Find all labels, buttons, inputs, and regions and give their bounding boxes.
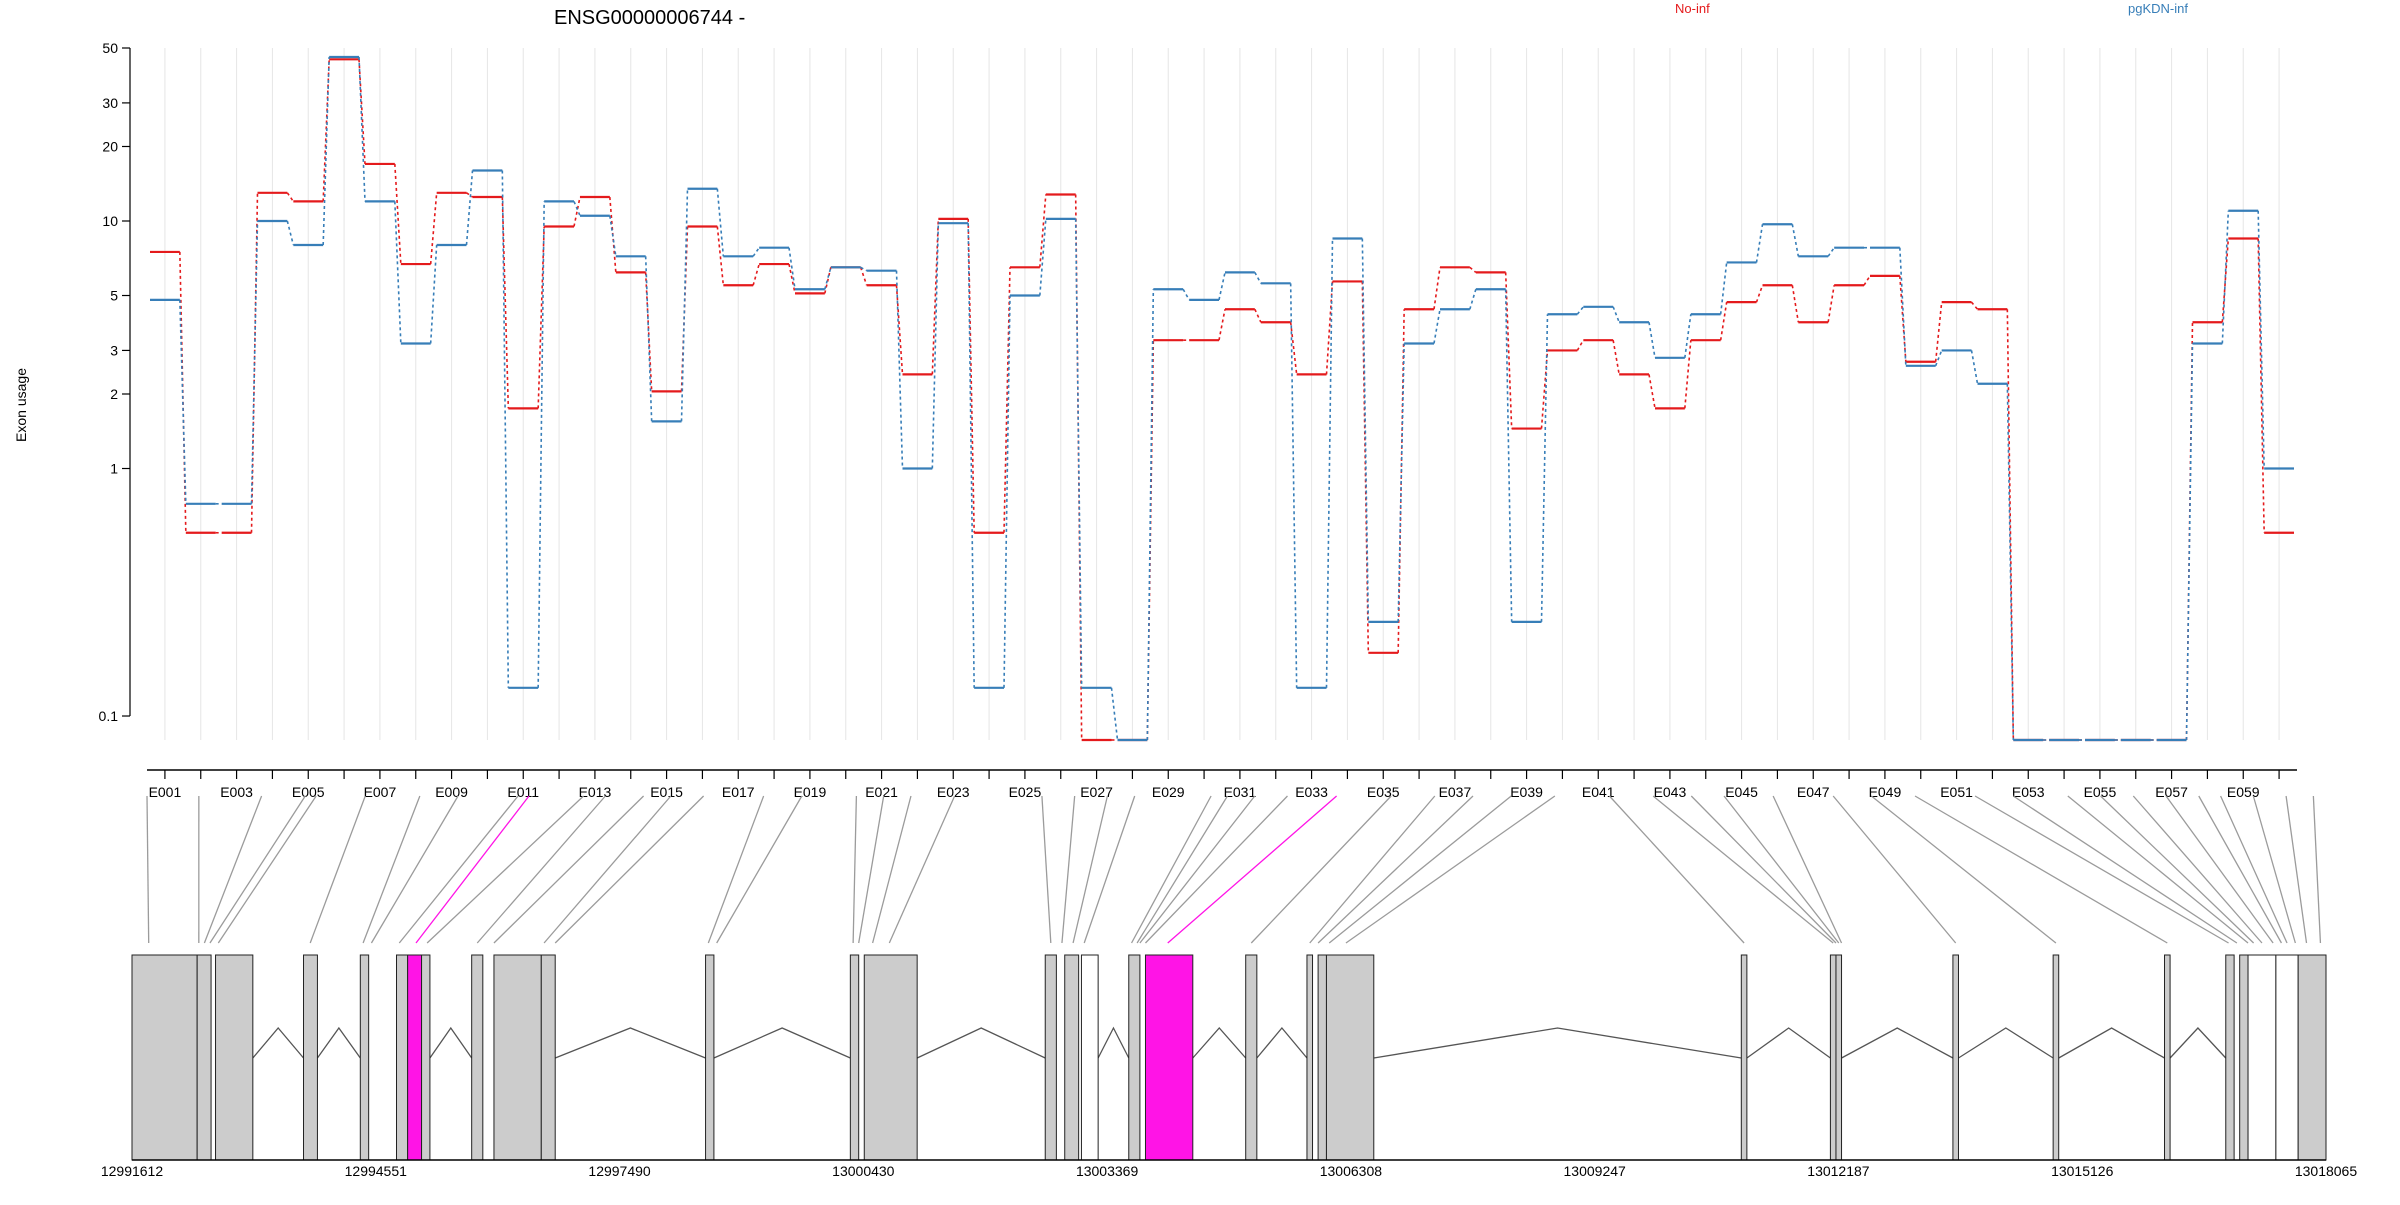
exon-box bbox=[1307, 955, 1313, 1160]
x-tick-label: E013 bbox=[579, 784, 612, 800]
genomic-tick-label: 13009247 bbox=[1564, 1163, 1627, 1179]
x-tick-label: E011 bbox=[507, 784, 539, 800]
x-tick-label: E059 bbox=[2227, 784, 2260, 800]
y-tick-label: 30 bbox=[102, 95, 118, 111]
x-tick-label: E009 bbox=[435, 784, 468, 800]
genomic-tick-label: 12991612 bbox=[101, 1163, 164, 1179]
exon-box bbox=[1326, 955, 1373, 1160]
y-tick-label: 3 bbox=[110, 342, 118, 358]
genomic-tick-label: 13000430 bbox=[832, 1163, 895, 1179]
x-tick-label: E037 bbox=[1439, 784, 1472, 800]
exon-box bbox=[397, 955, 408, 1160]
x-tick-label: E051 bbox=[1940, 784, 1973, 800]
x-tick-label: E047 bbox=[1797, 784, 1830, 800]
y-tick-label: 2 bbox=[110, 386, 118, 402]
exon-box bbox=[1830, 955, 1836, 1160]
x-tick-label: E025 bbox=[1009, 784, 1042, 800]
genomic-tick-label: 13006308 bbox=[1320, 1163, 1383, 1179]
x-tick-label: E043 bbox=[1654, 784, 1687, 800]
exon-box bbox=[2226, 955, 2234, 1160]
x-tick-label: E015 bbox=[650, 784, 683, 800]
exon-box bbox=[197, 955, 211, 1160]
exon-box bbox=[1318, 955, 1326, 1160]
x-tick-label: E057 bbox=[2155, 784, 2188, 800]
x-tick-label: E029 bbox=[1152, 784, 1185, 800]
x-tick-label: E021 bbox=[865, 784, 898, 800]
genomic-tick-label: 13012187 bbox=[1807, 1163, 1870, 1179]
exon-box bbox=[422, 955, 430, 1160]
exon-box bbox=[1145, 955, 1192, 1160]
x-tick-label: E017 bbox=[722, 784, 755, 800]
exon-box bbox=[1129, 955, 1140, 1160]
exon-box bbox=[1081, 955, 1098, 1160]
exon-box bbox=[2053, 955, 2059, 1160]
exon-box bbox=[1836, 955, 1842, 1160]
genomic-tick-label: 13018065 bbox=[2295, 1163, 2358, 1179]
x-tick-label: E027 bbox=[1080, 784, 1113, 800]
exon-box bbox=[706, 955, 714, 1160]
x-tick-label: E005 bbox=[292, 784, 325, 800]
exon-box bbox=[472, 955, 483, 1160]
exon-box bbox=[494, 955, 541, 1160]
y-tick-label: 10 bbox=[102, 213, 118, 229]
exon-box bbox=[1065, 955, 1079, 1160]
legend-label-pgkdn-inf: pgKDN-inf bbox=[2128, 1, 2188, 16]
x-tick-label: E001 bbox=[149, 784, 182, 800]
exon-box bbox=[864, 955, 917, 1160]
exon-box bbox=[360, 955, 368, 1160]
exon-box bbox=[850, 955, 858, 1160]
x-tick-label: E039 bbox=[1510, 784, 1543, 800]
exon-box bbox=[541, 955, 555, 1160]
x-tick-label: E003 bbox=[220, 784, 253, 800]
exon-box bbox=[2276, 955, 2298, 1160]
exon-box bbox=[408, 955, 422, 1160]
exon-box bbox=[2165, 955, 2171, 1160]
exon-box bbox=[1741, 955, 1747, 1160]
exon-box bbox=[2298, 955, 2326, 1160]
exon-box bbox=[216, 955, 253, 1160]
exon-box bbox=[304, 955, 318, 1160]
y-axis-label: Exon usage bbox=[13, 368, 29, 442]
y-tick-label: 5 bbox=[110, 288, 118, 304]
genomic-tick-label: 13015126 bbox=[2051, 1163, 2114, 1179]
genomic-tick-label: 13003369 bbox=[1076, 1163, 1139, 1179]
x-tick-label: E031 bbox=[1224, 784, 1257, 800]
exon-box bbox=[2248, 955, 2276, 1160]
exon-box bbox=[1953, 955, 1959, 1160]
genomic-tick-label: 12997490 bbox=[588, 1163, 651, 1179]
x-tick-label: E007 bbox=[364, 784, 397, 800]
x-tick-label: E045 bbox=[1725, 784, 1758, 800]
x-tick-label: E041 bbox=[1582, 784, 1615, 800]
legend-label-no-inf: No-inf bbox=[1675, 1, 1710, 16]
x-tick-label: E019 bbox=[794, 784, 827, 800]
exon-box bbox=[1045, 955, 1056, 1160]
chart-title: ENSG00000006744 - bbox=[554, 7, 745, 29]
exon-box bbox=[2240, 955, 2248, 1160]
x-tick-label: E033 bbox=[1295, 784, 1328, 800]
y-tick-label: 20 bbox=[102, 138, 118, 154]
y-tick-label: 0.1 bbox=[99, 708, 119, 724]
x-tick-label: E035 bbox=[1367, 784, 1400, 800]
exon-box bbox=[132, 955, 197, 1160]
exon-box bbox=[1246, 955, 1257, 1160]
x-tick-label: E055 bbox=[2084, 784, 2117, 800]
genomic-tick-label: 12994551 bbox=[345, 1163, 408, 1179]
y-tick-label: 1 bbox=[110, 461, 118, 477]
y-tick-label: 50 bbox=[102, 40, 118, 56]
